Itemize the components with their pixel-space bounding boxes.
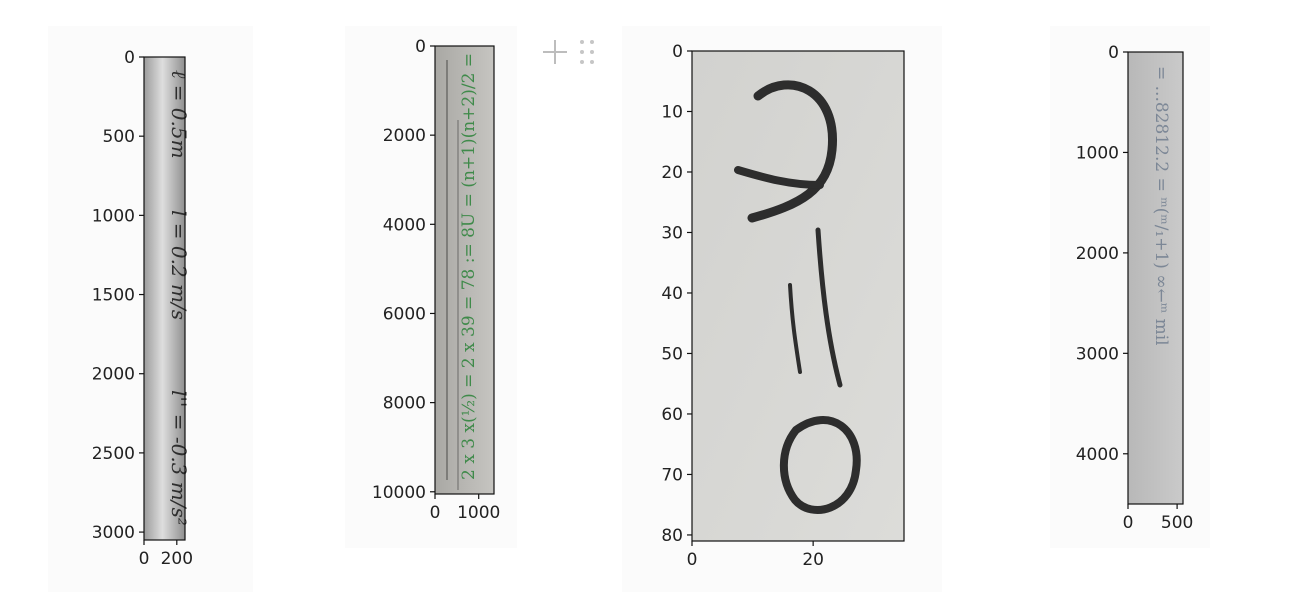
handwriting-2: 2 x 3 x(½) = 2 x 39 = 78 := 8U = (n+1)(n… — [459, 53, 479, 480]
handwriting-1: ℓ = 0.5m l = 0.2 m/s l'' = -0.3 m/s² — [167, 70, 191, 526]
y-tick-label: 4000 — [1076, 445, 1119, 465]
y-tick-label: 8000 — [383, 394, 426, 414]
image-3 — [692, 51, 904, 541]
axes-frame — [143, 56, 186, 541]
y-tick-label: 70 — [661, 465, 683, 485]
y-tick-label: 500 — [103, 127, 135, 147]
y-tick-label: 50 — [661, 344, 683, 364]
y-tick-label: 60 — [661, 405, 683, 425]
x-tick-label: 500 — [1161, 513, 1193, 533]
image-2 — [435, 46, 494, 494]
x-tick-label: 200 — [161, 549, 193, 569]
svg-text:2 x 3 x(½) = 2 x 39 = 78 := 8U: 2 x 3 x(½) = 2 x 39 = 78 := 8U = (n+1)(n… — [459, 53, 479, 480]
x-tick-label: 20 — [802, 550, 824, 570]
y-tick-label: 3000 — [1076, 344, 1119, 364]
y-tick-label: 1500 — [92, 286, 135, 306]
y-tick-label: 1000 — [1076, 143, 1119, 163]
y-tick-label: 0 — [415, 37, 426, 57]
image-4 — [1128, 52, 1183, 504]
axes-frame — [1127, 51, 1184, 505]
y-tick-label: 20 — [661, 163, 683, 183]
y-tick-label: 4000 — [383, 215, 426, 235]
y-tick-label: 2000 — [1076, 244, 1119, 264]
y-tick-label: 3000 — [92, 523, 135, 543]
panel-1: ℓ = 0.5m l = 0.2 m/s l'' = -0.3 m/s² 0 50… — [92, 48, 193, 569]
y-tick-label: 10000 — [372, 483, 426, 503]
svg-text:l = 0.2 m/s: l = 0.2 m/s — [167, 210, 191, 320]
axes-frame — [434, 45, 495, 495]
svg-text:= ...82812.2 = ᵐ(ᵐ/₁+1) ∞←: = ...82812.2 = ᵐ(ᵐ/₁+1) ∞←ᵐ mil — [1151, 66, 1171, 346]
y-tick-label: 40 — [661, 284, 683, 304]
y-tick-label: 2000 — [383, 126, 426, 146]
x-tick-label: 0 — [139, 549, 150, 569]
axes-frame — [691, 50, 905, 542]
y-tick-label: 0 — [124, 48, 135, 68]
x-tick-label: 0 — [1123, 513, 1134, 533]
svg-text:ℓ = 0.5m: ℓ = 0.5m — [167, 70, 191, 159]
y-tick-label: 80 — [661, 526, 683, 546]
y-tick-label: 0 — [672, 42, 683, 62]
x-tick-label: 1000 — [457, 503, 500, 523]
y-tick-label: 30 — [661, 223, 683, 243]
panel-2: 2 x 3 x(½) = 2 x 39 = 78 := 8U = (n+1)(n… — [372, 37, 500, 523]
y-tick-label: 2500 — [92, 444, 135, 464]
y-tick-label: 2000 — [92, 365, 135, 385]
svg-text:l'' = -0.3 m/s²: l'' = -0.3 m/s² — [167, 390, 191, 526]
y-tick-label: 1000 — [92, 206, 135, 226]
image-1 — [144, 57, 185, 540]
panel-4: = ...82812.2 = ᵐ(ᵐ/₁+1) ∞←ᵐ mil 0 1000 200… — [1076, 43, 1194, 533]
cell-toolbar — [542, 36, 604, 68]
handwriting-4: = ...82812.2 = ᵐ(ᵐ/₁+1) ∞←ᵐ mil — [1151, 66, 1171, 346]
y-tick-label: 6000 — [383, 304, 426, 324]
x-tick-label: 0 — [430, 503, 441, 523]
y-tick-label: 0 — [1108, 43, 1119, 63]
plus-icon[interactable] — [542, 39, 568, 65]
x-tick-label: 0 — [687, 550, 698, 570]
axes-4: 0 1000 2000 3000 4000 0 500 — [1076, 43, 1194, 533]
y-tick-label: 10 — [661, 102, 683, 122]
drag-handle-icon[interactable] — [580, 38, 594, 66]
handwriting-3 — [734, 80, 861, 514]
